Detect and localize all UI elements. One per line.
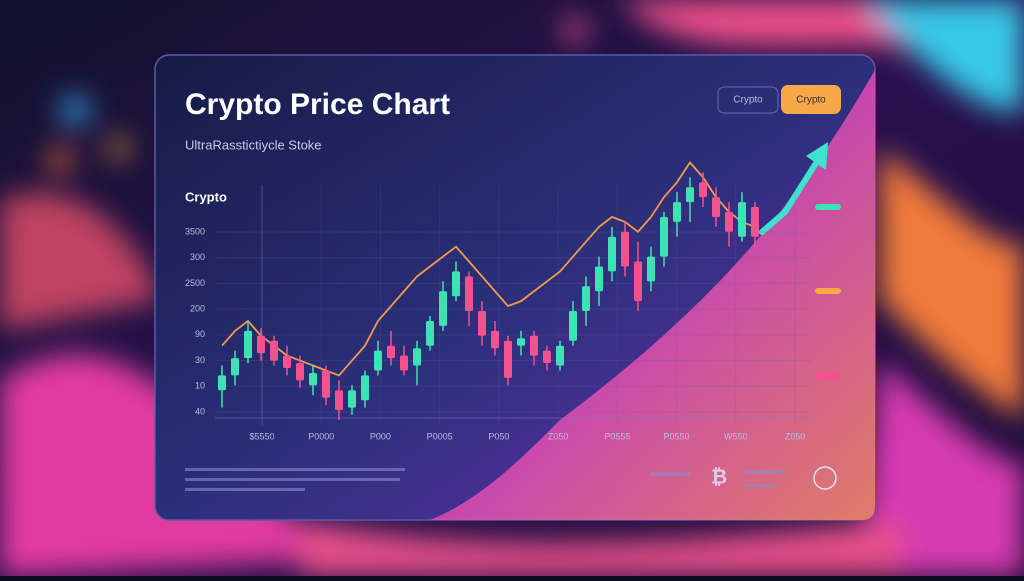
x-tick-label: Z050: [548, 431, 569, 441]
candle-body: [543, 350, 551, 364]
coin-button[interactable]: [813, 466, 837, 490]
button-label[interactable]: Crypto: [733, 95, 763, 106]
candle-body: [608, 236, 616, 272]
y-tick-label: 2500: [185, 278, 205, 288]
candle-body: [296, 363, 304, 381]
candle-body: [270, 340, 278, 361]
candle-body: [309, 372, 317, 386]
candle-body: [322, 370, 330, 398]
candle-body: [517, 338, 525, 346]
candle-body: [751, 207, 759, 237]
candle-body: [426, 320, 434, 346]
candle-body: [699, 182, 707, 198]
trend-line: [221, 160, 756, 377]
x-tick-label: P0005: [427, 431, 453, 441]
candle-body: [283, 355, 291, 368]
candle-body: [413, 348, 421, 366]
candle-body: [387, 345, 395, 359]
candle-body: [361, 375, 369, 401]
candle-body: [660, 216, 668, 257]
y-tick-label: 3500: [185, 226, 205, 236]
x-tick-label: P0555: [604, 431, 630, 441]
side-markers: [815, 204, 841, 380]
button[interactable]: [781, 85, 841, 114]
candle-body: [465, 276, 473, 312]
candle-body: [491, 330, 499, 349]
y-tick-label: 300: [190, 252, 205, 262]
x-tick-label: Z050: [785, 431, 806, 441]
x-tick-label: P0550: [664, 431, 690, 441]
x-tick-label: P050: [488, 431, 509, 441]
trend-arrow: [759, 142, 828, 235]
candle-body: [647, 256, 655, 282]
bitcoin-icon: ₿: [711, 466, 727, 488]
x-tick-label: P0000: [308, 431, 334, 441]
candle-body: [673, 202, 681, 222]
candle-body: [504, 340, 512, 378]
button-label[interactable]: Crypto: [796, 95, 826, 106]
candle-body: [452, 271, 460, 297]
candle-body: [218, 375, 226, 391]
series-label: Crypto: [185, 189, 227, 204]
candle-body: [595, 266, 603, 292]
candle-body: [478, 311, 486, 336]
candle-body: [374, 350, 382, 371]
y-tick-label: 200: [190, 304, 205, 314]
candle-body: [257, 335, 265, 354]
candle-body: [582, 286, 590, 312]
card-swoosh: [430, 70, 875, 520]
candle-body: [712, 197, 720, 217]
candle-body: [686, 187, 694, 203]
candle-body: [556, 345, 564, 366]
y-tick-label: 90: [195, 329, 205, 339]
y-tick-label: 10: [195, 381, 205, 391]
candle-body: [439, 291, 447, 326]
x-tick-label: W550: [724, 431, 748, 441]
x-tick-label: P000: [370, 431, 391, 441]
candle-body: [634, 261, 642, 302]
y-tick-label: 30: [195, 355, 205, 365]
candle-body: [400, 355, 408, 371]
plot: 3500 300 2500 200 90 30 10 40 $5550 P0000 P000 P000…: [185, 160, 810, 441]
candle-body: [348, 390, 356, 408]
candle-body: [621, 231, 629, 267]
x-tick-label: $5550: [249, 431, 274, 441]
footer-text: [185, 468, 785, 491]
candle-body: [231, 358, 239, 376]
candle-body: [725, 212, 733, 232]
candle-body: [569, 311, 577, 341]
candle-body: [530, 335, 538, 356]
candle-body: [738, 202, 746, 237]
subtitle: UltraRasstictiycle Stoke: [185, 137, 322, 152]
y-tick-label: 40: [195, 406, 205, 416]
title: Crypto Price Chart: [185, 88, 450, 121]
button[interactable]: [717, 86, 779, 114]
candle-body: [335, 390, 343, 411]
candle-body: [244, 330, 252, 359]
